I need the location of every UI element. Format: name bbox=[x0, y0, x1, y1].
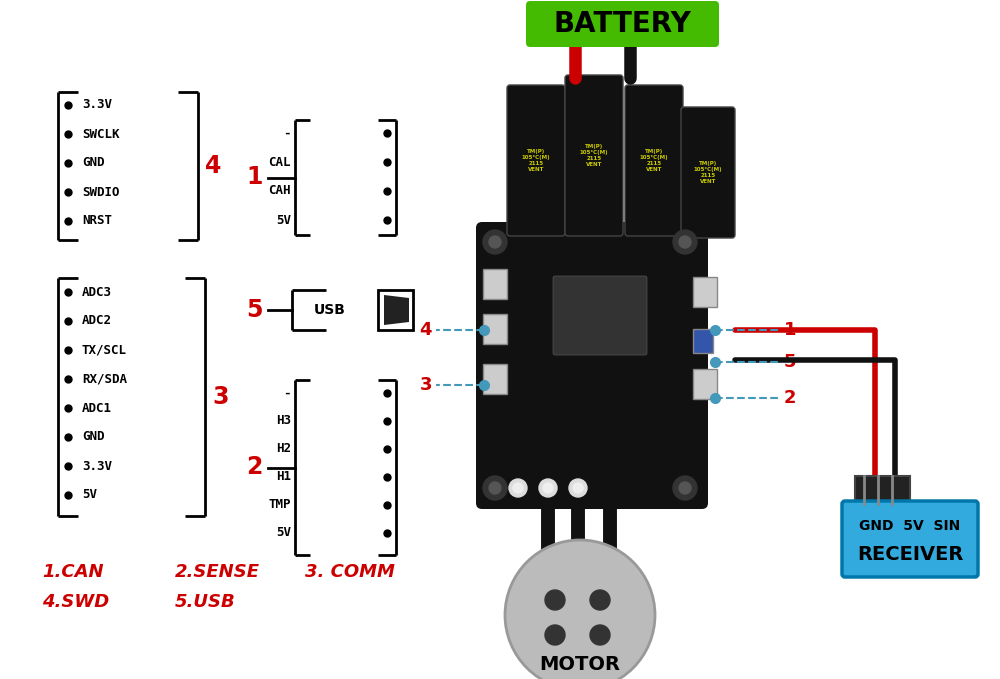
Circle shape bbox=[543, 483, 553, 493]
FancyBboxPatch shape bbox=[507, 85, 565, 236]
FancyBboxPatch shape bbox=[476, 222, 708, 509]
Text: GND  5V  SIN: GND 5V SIN bbox=[859, 519, 961, 533]
Text: TMP: TMP bbox=[268, 498, 291, 511]
Text: ADC3: ADC3 bbox=[82, 285, 112, 299]
Text: TX/SCL: TX/SCL bbox=[82, 344, 127, 356]
Circle shape bbox=[679, 236, 691, 248]
Circle shape bbox=[489, 482, 501, 494]
Text: RECEIVER: RECEIVER bbox=[857, 545, 963, 564]
Circle shape bbox=[545, 590, 565, 610]
Circle shape bbox=[673, 230, 697, 254]
Text: USB: USB bbox=[314, 303, 346, 317]
Text: CAH: CAH bbox=[268, 185, 291, 198]
FancyBboxPatch shape bbox=[483, 314, 507, 344]
Text: 2: 2 bbox=[247, 456, 263, 479]
FancyBboxPatch shape bbox=[483, 364, 507, 394]
Circle shape bbox=[509, 479, 527, 497]
Circle shape bbox=[673, 476, 697, 500]
FancyBboxPatch shape bbox=[693, 369, 717, 399]
FancyBboxPatch shape bbox=[565, 75, 623, 236]
Polygon shape bbox=[384, 295, 409, 325]
Text: SWCLK: SWCLK bbox=[82, 128, 120, 141]
Text: TM(P)
105°C(M)
2115
VENT: TM(P) 105°C(M) 2115 VENT bbox=[522, 149, 550, 172]
Text: H3: H3 bbox=[276, 414, 291, 428]
Text: 5V: 5V bbox=[276, 526, 291, 540]
Text: -: - bbox=[284, 126, 291, 139]
Text: H2: H2 bbox=[276, 443, 291, 456]
FancyBboxPatch shape bbox=[693, 329, 713, 353]
FancyBboxPatch shape bbox=[625, 85, 683, 236]
FancyBboxPatch shape bbox=[842, 501, 978, 577]
Text: H1: H1 bbox=[276, 471, 291, 483]
Text: RX/SDA: RX/SDA bbox=[82, 373, 127, 386]
Text: 4: 4 bbox=[205, 154, 221, 178]
Circle shape bbox=[545, 625, 565, 645]
Circle shape bbox=[483, 230, 507, 254]
Text: 2.SENSE: 2.SENSE bbox=[175, 563, 260, 581]
Text: TM(P)
105°C(M)
2115
VENT: TM(P) 105°C(M) 2115 VENT bbox=[580, 145, 608, 167]
Text: MOTOR: MOTOR bbox=[540, 655, 620, 674]
Circle shape bbox=[489, 236, 501, 248]
Text: 4: 4 bbox=[420, 321, 432, 339]
Text: 4.SWD: 4.SWD bbox=[42, 593, 109, 611]
Text: 5: 5 bbox=[246, 298, 263, 322]
Circle shape bbox=[569, 479, 587, 497]
FancyBboxPatch shape bbox=[483, 269, 507, 299]
Text: TM(P)
105°C(M)
2115
VENT: TM(P) 105°C(M) 2115 VENT bbox=[640, 149, 668, 172]
Text: 5V: 5V bbox=[276, 213, 291, 227]
Text: GND: GND bbox=[82, 430, 104, 443]
Circle shape bbox=[539, 479, 557, 497]
FancyBboxPatch shape bbox=[693, 277, 717, 307]
Text: 5V: 5V bbox=[82, 488, 97, 502]
Circle shape bbox=[483, 476, 507, 500]
Text: ADC1: ADC1 bbox=[82, 401, 112, 414]
Text: 3.3V: 3.3V bbox=[82, 460, 112, 473]
Bar bbox=[855, 476, 910, 504]
FancyBboxPatch shape bbox=[526, 1, 719, 47]
Text: 3: 3 bbox=[420, 376, 432, 394]
Text: ADC2: ADC2 bbox=[82, 314, 112, 327]
FancyBboxPatch shape bbox=[553, 276, 647, 355]
Text: 3: 3 bbox=[212, 385, 228, 409]
Text: BATTERY: BATTERY bbox=[554, 10, 691, 38]
Text: 1.CAN: 1.CAN bbox=[42, 563, 104, 581]
Circle shape bbox=[573, 483, 583, 493]
Text: 5: 5 bbox=[784, 353, 796, 371]
Circle shape bbox=[513, 483, 523, 493]
Text: 1: 1 bbox=[247, 166, 263, 189]
Text: SWDIO: SWDIO bbox=[82, 185, 120, 198]
Circle shape bbox=[590, 625, 610, 645]
Text: 3. COMM: 3. COMM bbox=[305, 563, 395, 581]
Circle shape bbox=[590, 590, 610, 610]
Text: 3.3V: 3.3V bbox=[82, 98, 112, 111]
Text: TM(P)
105°C(M)
2115
VENT: TM(P) 105°C(M) 2115 VENT bbox=[694, 162, 722, 184]
FancyBboxPatch shape bbox=[681, 107, 735, 238]
Text: 1: 1 bbox=[784, 321, 796, 339]
Text: 5.USB: 5.USB bbox=[175, 593, 236, 611]
Text: CAL: CAL bbox=[268, 155, 291, 168]
Circle shape bbox=[505, 540, 655, 679]
Text: -: - bbox=[284, 386, 291, 399]
Text: GND: GND bbox=[82, 156, 104, 170]
Text: 2: 2 bbox=[784, 389, 796, 407]
Bar bbox=[378, 290, 413, 330]
Circle shape bbox=[679, 482, 691, 494]
Text: NRST: NRST bbox=[82, 215, 112, 227]
